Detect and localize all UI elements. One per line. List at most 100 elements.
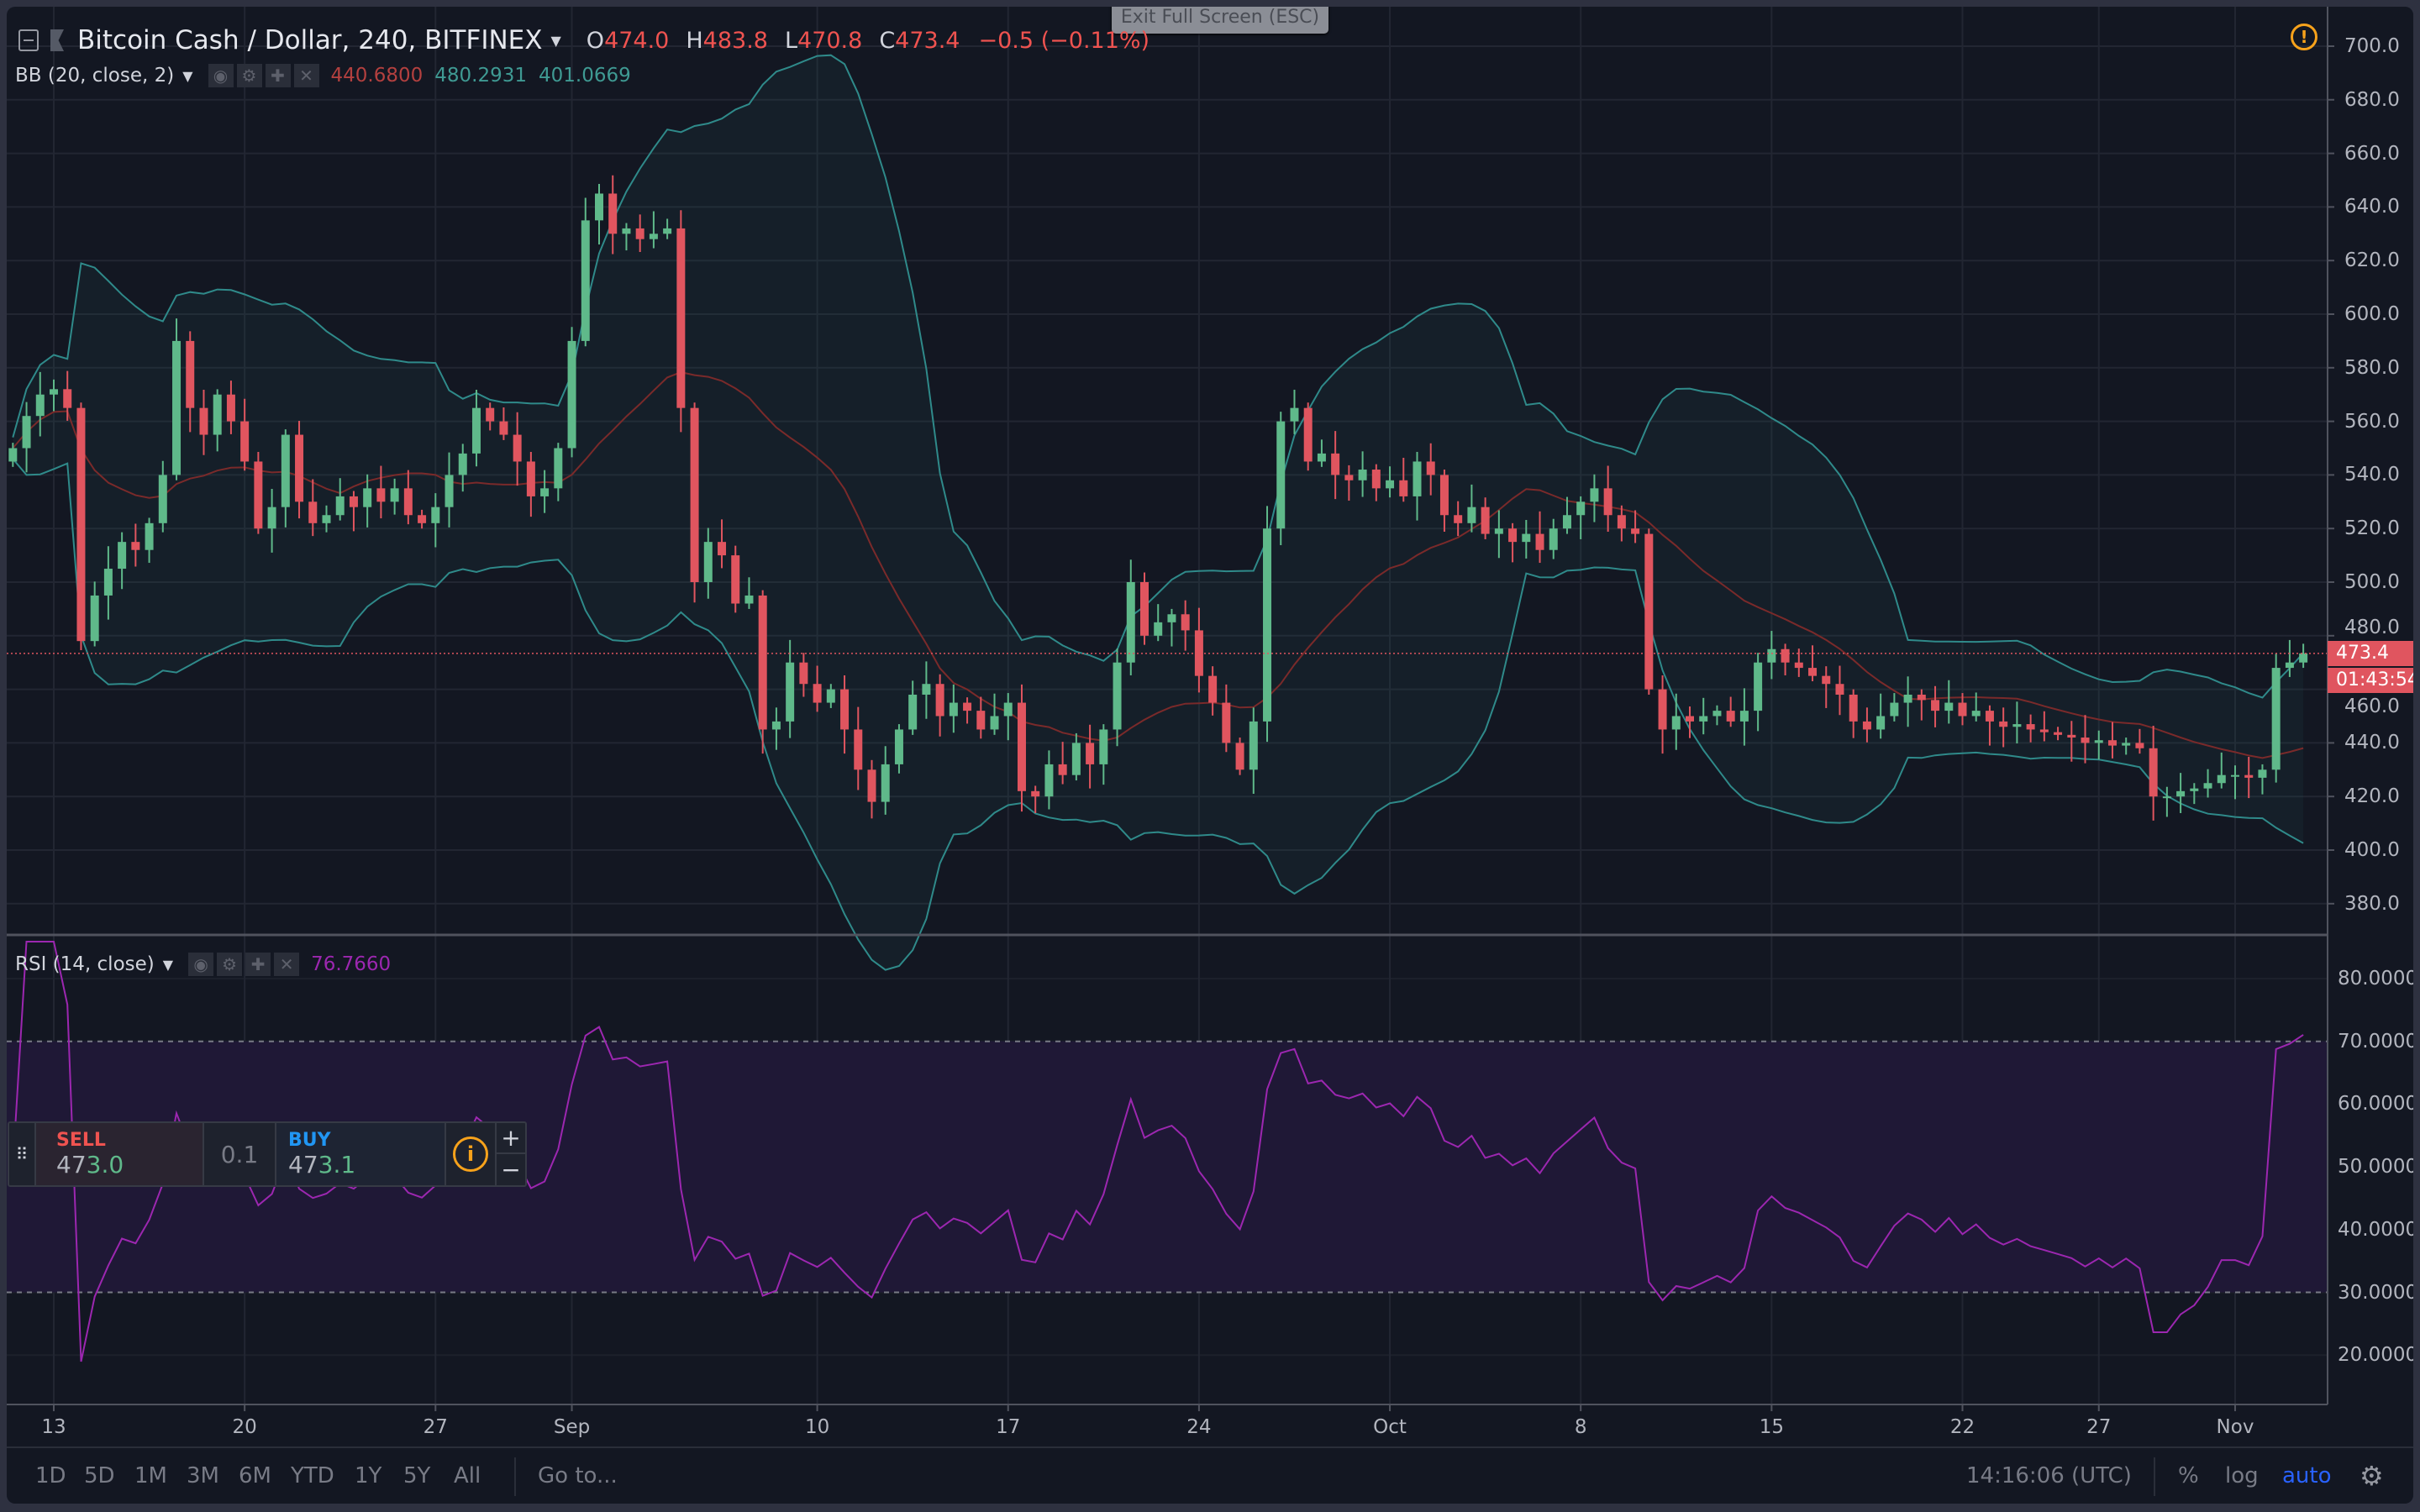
time-tick-label: 17	[996, 1416, 1021, 1438]
candle-body	[949, 702, 958, 717]
candle-body	[2149, 748, 2158, 797]
candle-body	[1086, 743, 1095, 764]
decrease-quantity-button[interactable]: −	[501, 1156, 521, 1184]
bb-name[interactable]: BB (20, close, 2)	[15, 65, 175, 87]
rsi-name[interactable]: RSI (14, close)	[15, 953, 155, 975]
sell-button[interactable]: SELL 473.0	[36, 1123, 204, 1185]
percent-scale-toggle[interactable]: %	[2178, 1463, 2199, 1488]
candle-body	[1590, 488, 1599, 502]
candle-body	[1331, 453, 1340, 475]
open-value: 474.0	[604, 27, 670, 54]
warning-icon[interactable]: !	[2291, 24, 2317, 50]
close-icon[interactable]: ✕	[274, 953, 300, 976]
candle-body	[2135, 743, 2144, 748]
candle-body	[322, 515, 331, 523]
candle-body	[1876, 716, 1886, 730]
candle-body	[1808, 668, 1818, 676]
candle-body	[567, 340, 576, 449]
rsi-dropdown-icon[interactable]: ▼	[162, 956, 174, 973]
buy-button[interactable]: BUY 473.1	[276, 1123, 446, 1185]
rsi-tick-label: 70.0000	[2338, 1030, 2413, 1053]
candle-body	[1126, 582, 1135, 663]
bb-upper-line	[12, 54, 2304, 699]
flag-icon[interactable]	[50, 29, 64, 51]
range-all-button[interactable]: All	[454, 1463, 481, 1488]
range-ytd-button[interactable]: YTD	[291, 1463, 334, 1488]
candle-body	[403, 488, 413, 516]
goto-date-button[interactable]: Go to...	[538, 1463, 618, 1488]
bar-countdown-label: 01:43:54	[2328, 668, 2413, 693]
price-tick-label: 560.0	[2344, 410, 2400, 433]
gear-icon[interactable]: ⚙	[217, 953, 243, 976]
increase-quantity-button[interactable]: +	[497, 1123, 525, 1154]
candle-body	[1290, 407, 1299, 422]
candle-body	[2039, 729, 2049, 732]
exit-fullscreen-tooltip[interactable]: Exit Full Screen (ESC)	[1112, 7, 1328, 34]
candle-body	[526, 461, 535, 496]
candle-body	[963, 702, 972, 711]
bb-basis-value: 440.6800	[330, 65, 424, 87]
candle-body	[1617, 515, 1626, 529]
price-tick-label: 680.0	[2344, 88, 2400, 111]
time-tick-label: 15	[1759, 1416, 1784, 1438]
drag-handle-icon[interactable]: ⠿	[9, 1123, 36, 1185]
candle-body	[118, 542, 127, 570]
price-tick-label: 660.0	[2344, 142, 2400, 165]
symbol-title[interactable]: Bitcoin Cash / Dollar, 240, BITFINEX	[77, 25, 543, 55]
range-1d-button[interactable]: 1D	[35, 1463, 66, 1488]
collapse-legend-icon[interactable]	[18, 29, 39, 51]
range-1m-button[interactable]: 1M	[134, 1463, 167, 1488]
candle-body	[431, 507, 440, 523]
candle-body	[703, 542, 713, 582]
candle-body	[349, 496, 358, 507]
candle-body	[1386, 480, 1395, 489]
chart-canvas[interactable]	[7, 7, 2413, 1504]
candle-body	[2299, 653, 2308, 663]
plus-icon[interactable]: ✚	[265, 64, 291, 87]
candle-body	[1971, 711, 1981, 717]
candle-body	[813, 684, 822, 703]
trading-panel: ⠿ SELL 473.0 0.1 BUY 473.1 i + −	[8, 1121, 527, 1187]
candle-body	[471, 407, 481, 454]
info-button[interactable]: i	[446, 1123, 497, 1185]
price-tick-label: 700.0	[2344, 35, 2400, 57]
settings-gear-icon[interactable]: ⚙	[2360, 1460, 2384, 1492]
candle-body	[1439, 475, 1449, 516]
candle-body	[758, 595, 767, 730]
gear-icon[interactable]: ⚙	[236, 64, 262, 87]
time-tick-label: Sep	[553, 1416, 591, 1438]
bb-dropdown-icon[interactable]: ▼	[182, 67, 193, 84]
candle-body	[1862, 721, 1871, 730]
close-icon[interactable]: ✕	[293, 64, 319, 87]
candle-body	[1222, 702, 1231, 743]
eye-icon[interactable]: ◉	[188, 953, 214, 976]
eye-icon[interactable]: ◉	[208, 64, 234, 87]
candle-body	[363, 488, 372, 507]
candle-body	[1644, 533, 1654, 690]
candle-body	[990, 716, 999, 730]
range-5y-button[interactable]: 5Y	[403, 1463, 431, 1488]
candle-body	[1249, 721, 1258, 770]
price-tick-label: 580.0	[2344, 356, 2400, 379]
quantity-field[interactable]: 0.1	[204, 1123, 276, 1185]
buy-price-minor: 3.1	[318, 1151, 356, 1179]
auto-scale-toggle[interactable]: auto	[2282, 1463, 2332, 1488]
candle-body	[2067, 734, 2076, 738]
range-1y-button[interactable]: 1Y	[355, 1463, 382, 1488]
candle-body	[2176, 790, 2186, 797]
buy-label: BUY	[288, 1130, 331, 1151]
range-3m-button[interactable]: 3M	[187, 1463, 219, 1488]
symbol-dropdown-icon[interactable]: ▼	[550, 32, 561, 49]
range-6m-button[interactable]: 6M	[239, 1463, 271, 1488]
candle-body	[1944, 702, 1954, 711]
bb-legend: BB (20, close, 2) ▼ ◉ ⚙ ✚ ✕ 440.6800 480…	[15, 64, 631, 87]
candle-body	[935, 684, 944, 717]
clock-timezone-button[interactable]: 14:16:06 (UTC)	[1966, 1463, 2132, 1488]
log-scale-toggle[interactable]: log	[2225, 1463, 2259, 1488]
sell-label: SELL	[56, 1130, 106, 1151]
candle-body	[213, 394, 222, 435]
plus-icon[interactable]: ✚	[245, 953, 271, 976]
rsi-tick-label: 60.0000	[2338, 1093, 2413, 1116]
candle-body	[554, 448, 563, 489]
range-5d-button[interactable]: 5D	[84, 1463, 115, 1488]
